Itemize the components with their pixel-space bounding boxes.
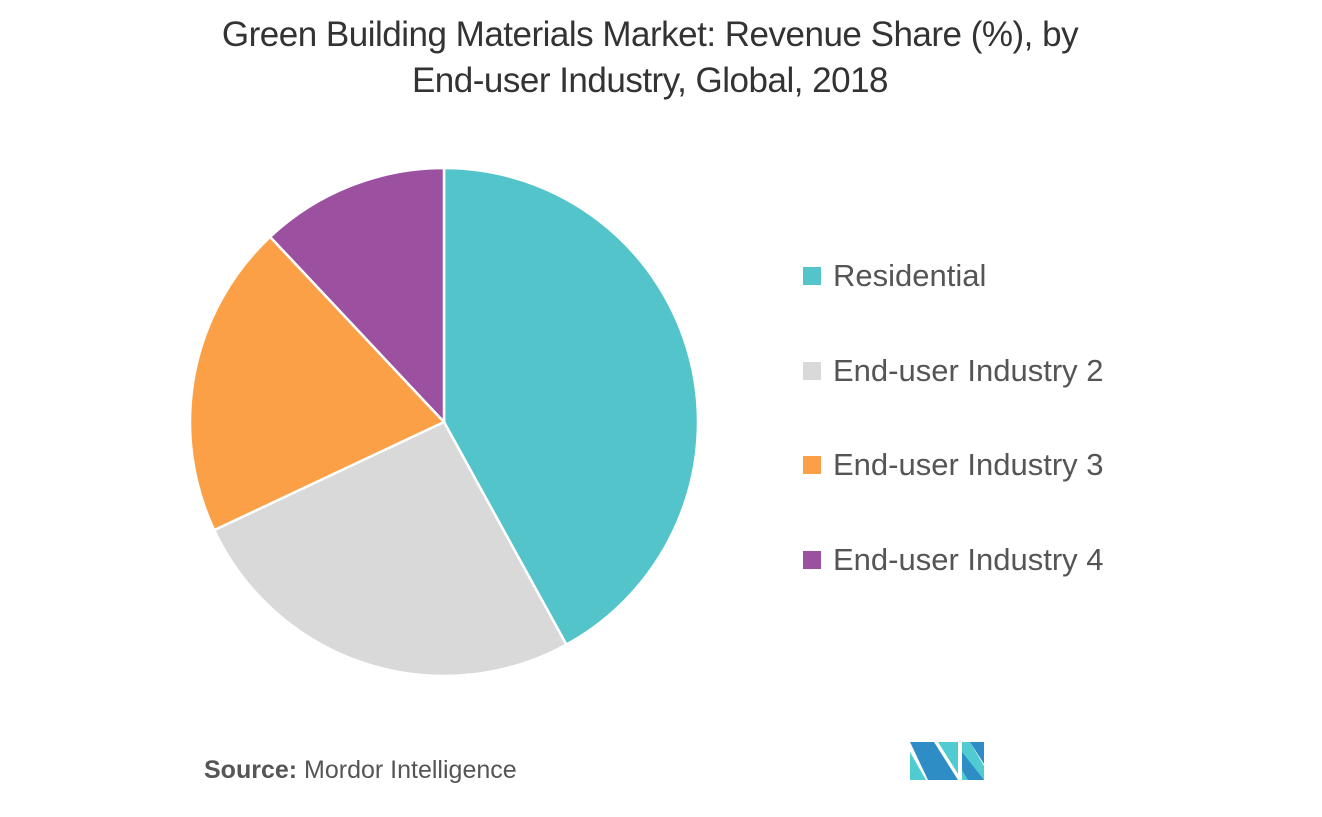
legend-item: End-user Industry 4	[803, 542, 1104, 578]
pie-slice-1	[442, 166, 700, 647]
legend-swatch	[803, 456, 821, 474]
legend-item: End-user Industry 3	[803, 447, 1104, 483]
chart-title: Green Building Materials Market: Revenue…	[0, 12, 1300, 104]
legend-label: End-user Industry 3	[833, 447, 1104, 482]
legend-swatch	[803, 362, 821, 380]
legend-label: End-user Industry 2	[833, 353, 1104, 388]
legend-item: Residential	[803, 258, 986, 294]
pie-slice-2	[212, 420, 569, 678]
source-label: Source:	[204, 756, 298, 784]
source-note: Source: Mordor Intelligence	[204, 756, 517, 785]
legend-label: End-user Industry 4	[833, 542, 1104, 577]
source-value: Mordor Intelligence	[304, 756, 517, 784]
title-line-1: Green Building Materials Market: Revenue…	[221, 15, 1079, 54]
legend-label: Residential	[833, 258, 987, 293]
legend-swatch	[803, 551, 821, 569]
pie-slice-3	[188, 235, 447, 532]
legend-item: End-user Industry 2	[803, 353, 1104, 389]
legend-swatch	[803, 267, 821, 285]
mordor-intelligence-logo	[910, 742, 984, 780]
pie-chart	[188, 166, 700, 678]
pie-slice-4	[268, 166, 446, 426]
title-line-2: End-user Industry, Global, 2018	[411, 61, 889, 100]
